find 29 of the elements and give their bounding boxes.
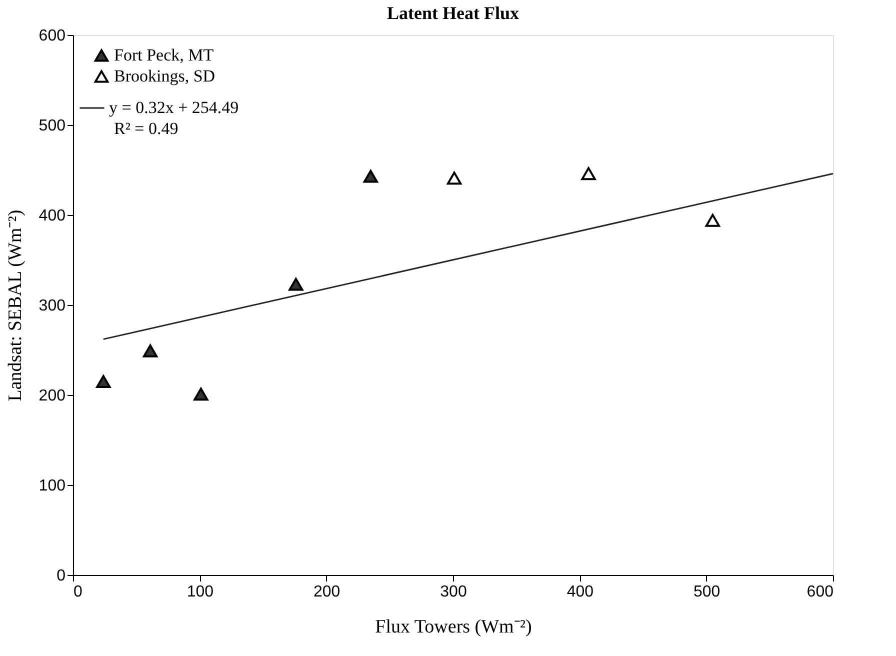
y-tick-label: 600	[38, 28, 66, 44]
y-axis-title: Landsat: SEBAL (Wm⁻²)	[4, 210, 26, 402]
point	[446, 172, 462, 185]
annotation: R² = 0.49	[114, 119, 178, 138]
y-tick-label: 500	[38, 118, 66, 134]
x-tick-label: 500	[693, 584, 720, 600]
y-tick-label: 400	[38, 208, 66, 224]
legend-label: y = 0.32x + 254.49	[109, 98, 239, 117]
legend-label: Brookings, SD	[114, 66, 216, 86]
x-tick-label: 200	[313, 584, 340, 600]
y-tick-label: 0	[56, 568, 66, 584]
chart-title: Latent Heat Flux	[387, 3, 519, 23]
legend-label: Fort Peck, MT	[114, 46, 214, 64]
x-tick-label: 100	[186, 584, 214, 600]
x-axis-title: Flux Towers (Wm⁻²)	[375, 616, 532, 638]
point	[288, 278, 304, 291]
x-tick-label: 300	[440, 584, 467, 600]
point	[142, 344, 158, 358]
x-tick-label: 0	[74, 584, 82, 600]
point	[194, 388, 208, 401]
point	[705, 214, 720, 227]
y-tick-label: 300	[38, 298, 66, 314]
y-tick-label: 200	[38, 388, 66, 404]
x-tick-label: 400	[566, 584, 594, 600]
x-tick-label: 600	[806, 584, 834, 600]
point	[581, 167, 596, 180]
y-tick-label: 100	[38, 478, 66, 494]
point	[96, 375, 111, 388]
point	[363, 170, 378, 183]
